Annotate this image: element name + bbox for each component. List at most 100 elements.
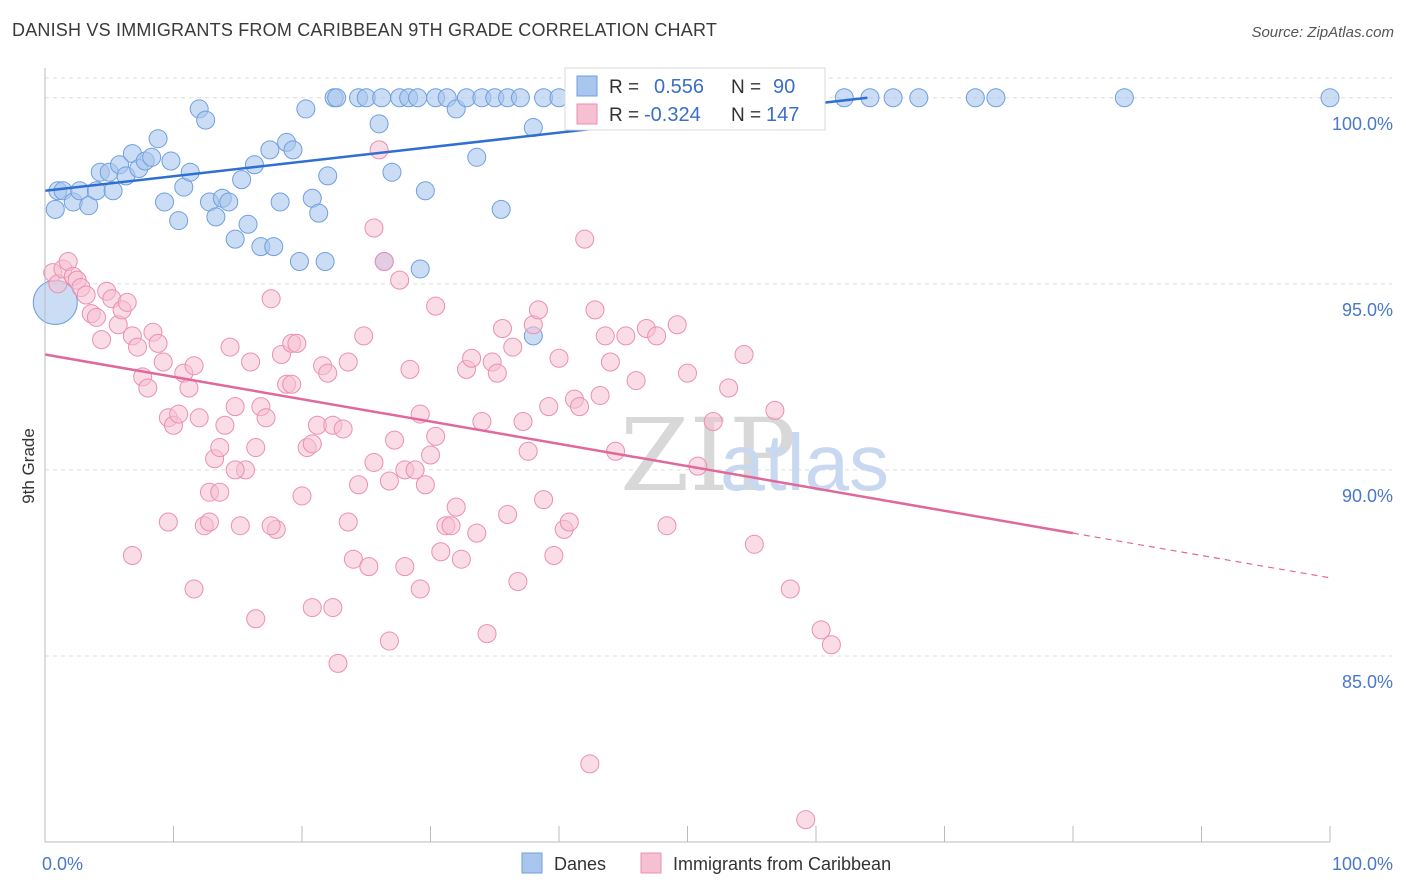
danes-point	[142, 147, 162, 167]
caribbean-point	[421, 445, 440, 465]
legend-box	[564, 67, 826, 131]
danes-point	[467, 147, 487, 167]
caribbean-point	[539, 397, 559, 417]
caribbean-point	[744, 534, 764, 554]
caribbean-point	[580, 754, 600, 774]
danes-point	[369, 114, 389, 134]
caribbean-point	[199, 512, 219, 532]
caribbean-point	[498, 505, 518, 525]
caribbean-point	[410, 579, 430, 599]
caribbean-point	[158, 512, 178, 532]
caribbean-point	[518, 441, 538, 461]
caribbean-trend-extension	[1072, 532, 1331, 579]
caribbean-point	[559, 512, 579, 532]
watermark-atlas: atlas	[720, 418, 889, 507]
danes-point	[296, 99, 316, 119]
danes-point	[180, 162, 200, 182]
caribbean-point	[230, 516, 250, 536]
caribbean-point	[405, 460, 425, 480]
caribbean-point	[128, 337, 148, 357]
caribbean-point	[369, 140, 389, 160]
danes-point	[883, 88, 903, 108]
tick-labels: 85.0% 90.0% 95.0% 100.0% 0.0% 100.0%	[42, 114, 1393, 874]
caribbean-point	[606, 441, 626, 461]
caribbean-point	[821, 635, 841, 655]
caribbean-point	[374, 252, 394, 271]
caribbean-point	[225, 460, 245, 480]
danes-point	[225, 229, 245, 249]
danes-point	[264, 237, 284, 257]
caribbean-point	[492, 318, 512, 338]
caribbean-point	[528, 300, 548, 320]
caribbean-point	[354, 326, 374, 346]
bottom-legend: Danes Immigrants from Caribbean	[521, 852, 891, 874]
danes-point	[79, 196, 99, 216]
caribbean-point	[282, 374, 302, 394]
caribbean-point	[379, 631, 399, 651]
caribbean-point	[189, 408, 209, 428]
caribbean-point	[364, 218, 384, 238]
legend-r-label-danes: R =	[609, 77, 639, 98]
x-tick-label: 100.0%	[1332, 854, 1393, 874]
y-axis-label: 9th Grade	[19, 428, 38, 504]
bottom-legend-danes: Danes	[554, 854, 606, 874]
danes-point	[372, 88, 392, 108]
caribbean-point	[148, 333, 168, 353]
caribbean-point	[349, 475, 369, 495]
danes-point	[315, 252, 335, 271]
danes-point	[415, 181, 435, 201]
caribbean-point	[390, 270, 410, 290]
source-label: Source: ZipAtlas.com	[1251, 24, 1394, 41]
caribbean-point	[585, 300, 605, 320]
caribbean-point	[302, 434, 322, 454]
legend: R = 0.556 N = 90 R = -0.324 N = 147	[564, 67, 826, 131]
danes-point	[986, 88, 1006, 108]
caribbean-point	[626, 371, 646, 391]
caribbean-point	[400, 359, 420, 379]
caribbean-point	[678, 363, 697, 383]
danes-point	[410, 259, 430, 279]
caribbean-point	[796, 810, 816, 830]
caribbean-point	[225, 397, 245, 417]
caribbean-point	[462, 348, 482, 368]
caribbean-point	[246, 609, 266, 629]
caribbean-point	[441, 516, 461, 536]
caribbean-point	[323, 598, 343, 618]
danes-point	[327, 88, 347, 108]
y-tick-label: 95.0%	[1342, 300, 1393, 320]
danes-point	[103, 181, 123, 201]
legend-n-label-danes: N =	[731, 77, 761, 98]
caribbean-point	[333, 419, 353, 439]
caribbean-point	[508, 572, 528, 592]
caribbean-point	[657, 516, 677, 536]
caribbean-point	[261, 289, 281, 309]
caribbean-point	[503, 337, 523, 357]
danes-point	[232, 170, 252, 190]
danes-point	[206, 207, 226, 227]
caribbean-point	[359, 557, 379, 577]
caribbean-point	[292, 486, 312, 506]
caribbean-point	[153, 352, 173, 372]
axes	[44, 68, 1331, 843]
caribbean-point	[246, 438, 266, 458]
caribbean-point	[215, 415, 235, 435]
caribbean-point	[318, 363, 338, 383]
danes-point	[909, 88, 929, 108]
caribbean-point	[76, 285, 96, 305]
legend-r-caribbean: -0.324	[644, 104, 701, 126]
caribbean-point	[343, 549, 363, 569]
y-tick-label: 90.0%	[1342, 486, 1393, 506]
caribbean-point	[415, 475, 435, 495]
caribbean-point	[426, 426, 446, 446]
legend-swatch-danes	[576, 75, 598, 97]
caribbean-point	[241, 352, 261, 372]
bottom-legend-swatch-danes	[521, 852, 543, 874]
x-tick-label: 0.0%	[42, 854, 83, 874]
danes-point	[244, 155, 264, 175]
caribbean-point	[811, 620, 831, 640]
caribbean-point	[431, 542, 451, 562]
legend-swatch-caribbean	[576, 103, 598, 125]
caribbean-point	[472, 412, 492, 432]
caribbean-point	[184, 579, 204, 599]
legend-n-caribbean: 147	[766, 104, 799, 126]
